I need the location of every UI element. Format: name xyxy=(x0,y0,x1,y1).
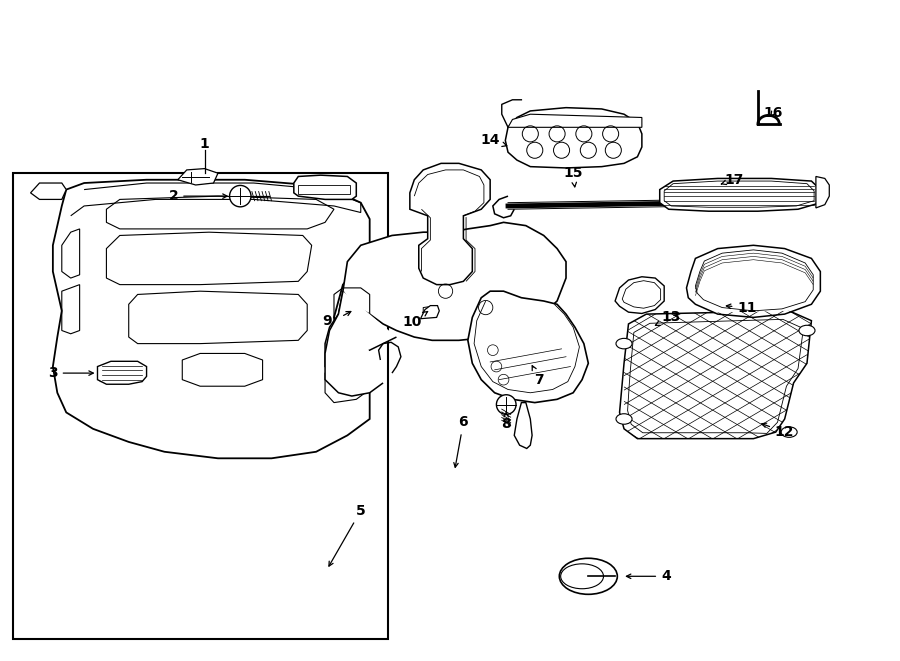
Circle shape xyxy=(497,395,516,414)
Polygon shape xyxy=(514,403,532,448)
Circle shape xyxy=(230,186,251,207)
Polygon shape xyxy=(615,277,664,313)
Text: 6: 6 xyxy=(454,415,468,467)
Polygon shape xyxy=(505,108,642,168)
Text: 8: 8 xyxy=(501,412,511,431)
Text: 5: 5 xyxy=(328,504,365,566)
Ellipse shape xyxy=(616,338,632,349)
Polygon shape xyxy=(619,311,812,439)
Ellipse shape xyxy=(559,559,617,594)
Polygon shape xyxy=(178,169,218,185)
Ellipse shape xyxy=(561,564,604,589)
Polygon shape xyxy=(325,292,397,373)
Text: 11: 11 xyxy=(726,301,757,315)
Polygon shape xyxy=(687,245,821,317)
Ellipse shape xyxy=(781,427,797,438)
Polygon shape xyxy=(410,163,490,285)
Polygon shape xyxy=(343,222,566,340)
Polygon shape xyxy=(97,362,147,384)
Text: 4: 4 xyxy=(626,569,670,583)
Text: 16: 16 xyxy=(763,106,783,120)
Text: 12: 12 xyxy=(761,423,795,439)
Ellipse shape xyxy=(799,325,815,336)
Text: 14: 14 xyxy=(481,134,507,147)
Polygon shape xyxy=(420,305,439,319)
Text: 9: 9 xyxy=(322,314,332,328)
Text: 3: 3 xyxy=(48,366,94,380)
Text: 2: 2 xyxy=(168,189,227,203)
Text: 17: 17 xyxy=(721,173,743,187)
Text: 15: 15 xyxy=(563,166,583,187)
Bar xyxy=(13,173,388,639)
Polygon shape xyxy=(293,175,356,200)
Text: 7: 7 xyxy=(532,366,544,387)
Ellipse shape xyxy=(616,414,632,424)
Polygon shape xyxy=(660,178,821,212)
Polygon shape xyxy=(325,292,383,396)
Text: 1: 1 xyxy=(200,137,210,151)
Polygon shape xyxy=(31,183,67,200)
Text: 13: 13 xyxy=(655,311,681,325)
Polygon shape xyxy=(53,180,370,458)
Text: 10: 10 xyxy=(403,311,427,329)
Polygon shape xyxy=(508,114,642,128)
Polygon shape xyxy=(816,176,829,208)
Polygon shape xyxy=(468,292,589,403)
